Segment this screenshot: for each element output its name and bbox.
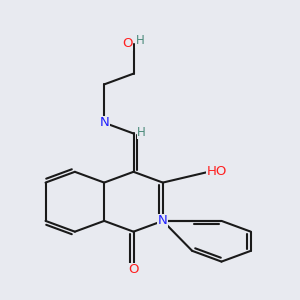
Text: HO: HO	[206, 165, 227, 178]
Text: H: H	[137, 126, 146, 139]
Text: O: O	[128, 263, 139, 277]
Text: O: O	[122, 37, 133, 50]
Text: H: H	[135, 34, 144, 47]
Text: N: N	[99, 116, 109, 129]
Text: N: N	[158, 214, 168, 227]
